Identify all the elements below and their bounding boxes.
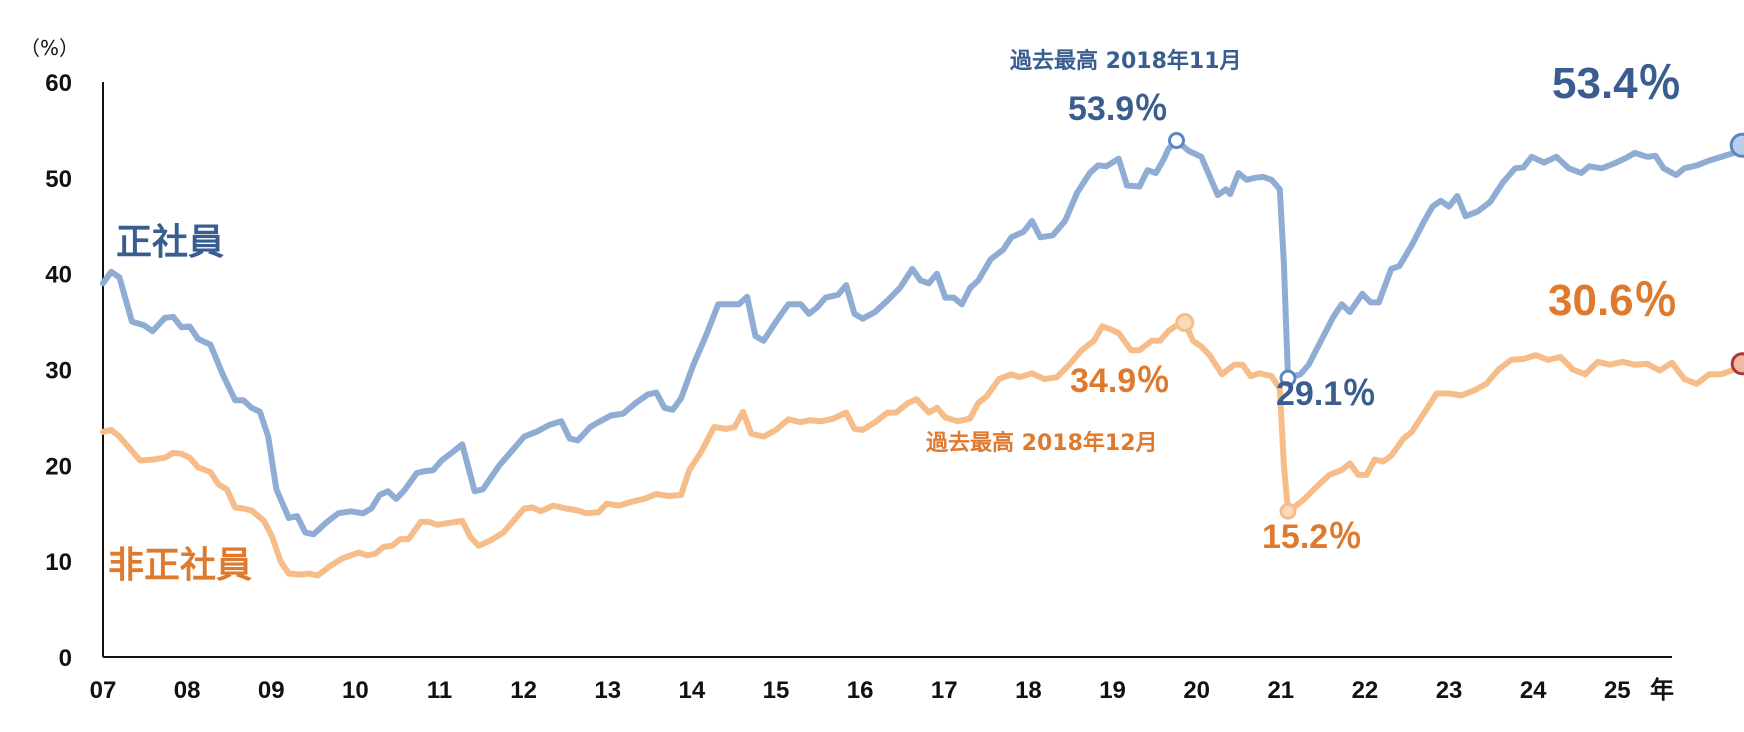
x-tick-label: 09 xyxy=(258,677,285,704)
latest-nonregular-value: 30.6％ xyxy=(1548,276,1678,325)
low-nonregular-value: 15.2％ xyxy=(1262,518,1362,556)
x-axis-suffix: 年 xyxy=(1650,676,1674,704)
marker-latest-nonregular xyxy=(1730,352,1744,376)
x-axis-ticks: 07 08 09 10 11 12 13 14 15 16 17 18 19 20 21 22 23 24 25 xyxy=(90,677,1631,704)
series-label-nonregular: 非正社員 xyxy=(108,545,252,586)
series-line-regular xyxy=(100,137,1744,538)
x-tick-label: 25 xyxy=(1604,677,1631,704)
marker-latest-regular xyxy=(1729,132,1744,158)
x-tick-label: 08 xyxy=(174,677,201,704)
y-tick-label: 30 xyxy=(45,358,72,385)
marker-low-regular xyxy=(1279,369,1297,387)
y-tick-label: 60 xyxy=(45,70,72,97)
x-tick-label: 11 xyxy=(427,677,452,704)
point-markers xyxy=(1168,132,1744,520)
x-tick-label: 17 xyxy=(931,677,958,704)
y-tick-label: 0 xyxy=(59,645,72,672)
y-tick-label: 50 xyxy=(45,166,72,193)
y-axis-ticks: 0 10 20 30 40 50 60 xyxy=(45,70,72,672)
x-tick-label: 15 xyxy=(763,677,790,704)
x-tick-label: 23 xyxy=(1436,677,1463,704)
marker-peak-nonregular xyxy=(1175,313,1195,332)
latest-regular-value: 53.4％ xyxy=(1552,59,1682,108)
y-unit-label: （%） xyxy=(20,36,79,60)
low-regular-value: 29.1％ xyxy=(1276,375,1376,413)
marker-peak-regular xyxy=(1168,132,1185,149)
x-tick-label: 20 xyxy=(1183,677,1210,704)
y-tick-label: 20 xyxy=(45,453,72,480)
x-tick-label: 24 xyxy=(1520,677,1547,704)
x-tick-label: 13 xyxy=(594,677,621,704)
peak-nonregular-note: 過去最高 2018年12月 xyxy=(926,430,1158,456)
x-tick-label: 21 xyxy=(1267,677,1294,704)
x-tick-label: 14 xyxy=(679,677,706,704)
x-tick-label: 22 xyxy=(1352,677,1379,704)
series-label-regular: 正社員 xyxy=(116,222,224,263)
peak-nonregular-value: 34.9％ xyxy=(1070,362,1170,400)
marker-low-nonregular xyxy=(1279,502,1297,520)
peak-regular-note: 過去最高 2018年11月 xyxy=(1010,48,1242,74)
x-tick-label: 10 xyxy=(342,677,369,704)
y-tick-label: 10 xyxy=(45,549,72,576)
peak-regular-value: 53.9％ xyxy=(1068,90,1168,128)
x-tick-label: 12 xyxy=(510,677,537,704)
x-tick-label: 07 xyxy=(90,677,117,704)
x-tick-label: 19 xyxy=(1099,677,1126,704)
y-tick-label: 40 xyxy=(45,262,72,289)
x-tick-label: 16 xyxy=(847,677,874,704)
x-tick-label: 18 xyxy=(1015,677,1042,704)
series-line-nonregular xyxy=(100,319,1744,579)
